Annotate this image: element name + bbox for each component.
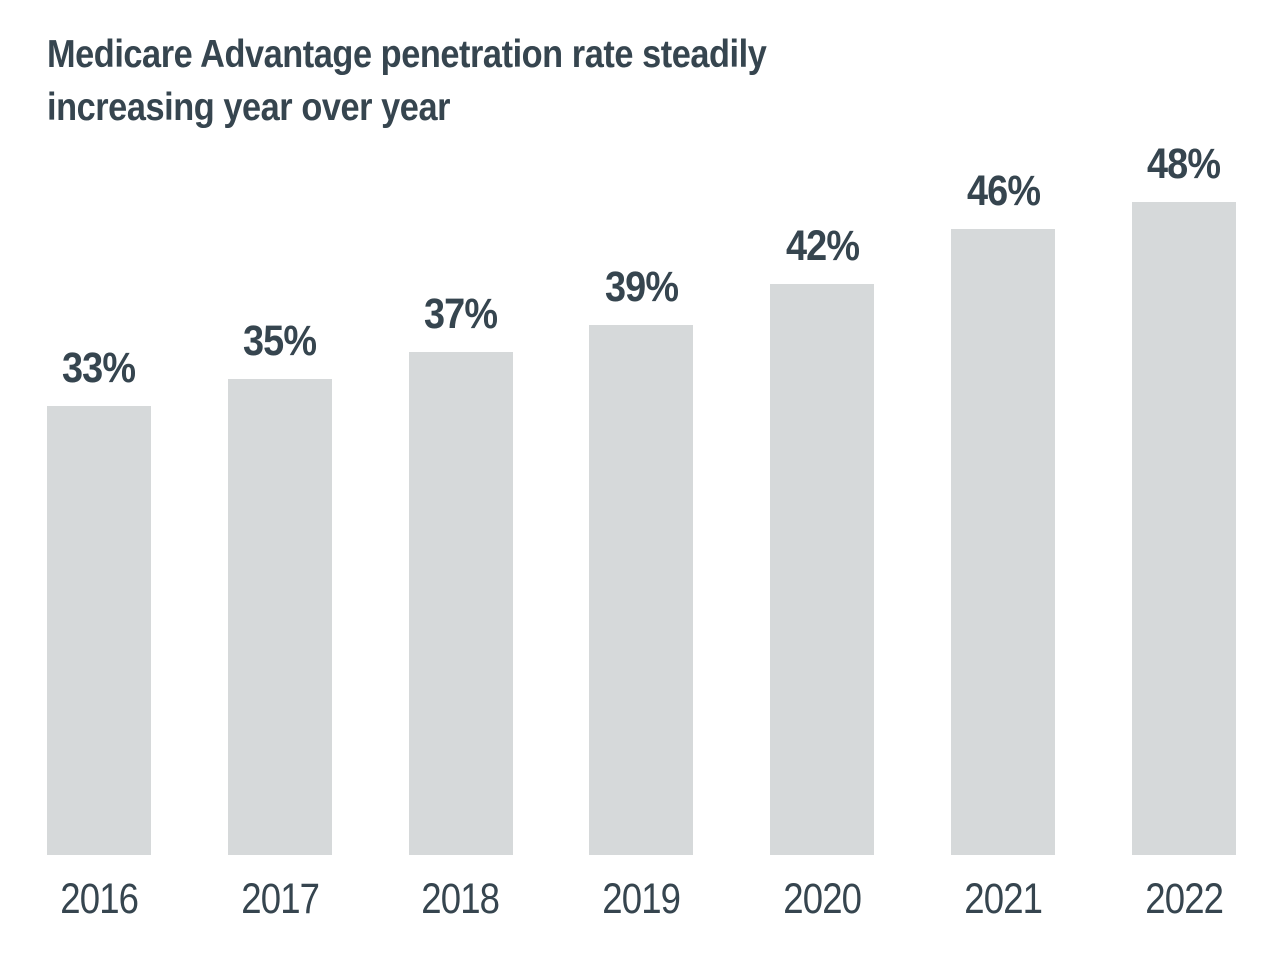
bar-2016 bbox=[47, 406, 151, 855]
bar-group: 33% 2016 bbox=[47, 344, 151, 923]
bar-value-label: 35% bbox=[243, 317, 317, 365]
x-axis-label: 2019 bbox=[602, 875, 682, 923]
bar-value-label: 33% bbox=[62, 344, 136, 392]
bar-value-label: 48% bbox=[1147, 140, 1221, 188]
bar-group: 46% 2021 bbox=[951, 167, 1056, 923]
bar-2017 bbox=[227, 379, 332, 855]
bar-2021 bbox=[951, 229, 1056, 855]
bar-group: 35% 2017 bbox=[227, 317, 332, 923]
bar-2018 bbox=[408, 352, 513, 855]
bar-value-label: 42% bbox=[785, 222, 860, 270]
bar-value-label: 46% bbox=[966, 167, 1041, 215]
bar-value-label: 37% bbox=[424, 290, 498, 338]
bar-chart: 33% 2016 35% 2017 37% 2018 39% 2019 42% … bbox=[47, 0, 1236, 923]
x-axis-label: 2022 bbox=[1145, 875, 1224, 923]
x-axis-label: 2017 bbox=[240, 875, 320, 923]
bar-value-label: 39% bbox=[604, 263, 679, 311]
bar-group: 39% 2019 bbox=[589, 263, 694, 923]
bar-group: 42% 2020 bbox=[770, 222, 875, 923]
x-axis-label: 2020 bbox=[783, 875, 862, 923]
bar-group: 48% 2022 bbox=[1131, 140, 1236, 923]
bar-2022 bbox=[1131, 202, 1236, 855]
bar-group: 37% 2018 bbox=[408, 290, 513, 923]
x-axis-label: 2018 bbox=[421, 875, 501, 923]
x-axis-label: 2016 bbox=[60, 875, 139, 923]
bar-2019 bbox=[589, 325, 694, 855]
bar-2020 bbox=[770, 284, 875, 855]
chart-title: Medicare Advantage penetration rate stea… bbox=[47, 33, 767, 130]
x-axis-label: 2021 bbox=[964, 875, 1043, 923]
